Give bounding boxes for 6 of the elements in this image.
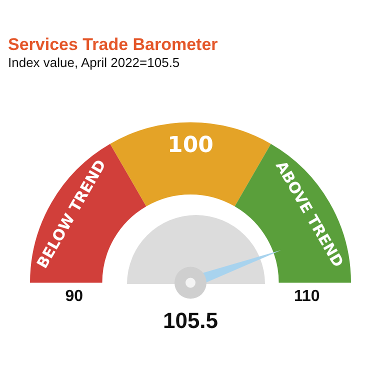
chart-subtitle: Index value, April 2022=105.5 bbox=[8, 55, 180, 70]
slice-label: 100 bbox=[168, 133, 214, 158]
text: 105.5 bbox=[162, 308, 218, 333]
chart-title: Services Trade Barometer bbox=[8, 35, 218, 55]
text: 110 bbox=[294, 288, 320, 306]
text: 90 bbox=[65, 288, 84, 306]
